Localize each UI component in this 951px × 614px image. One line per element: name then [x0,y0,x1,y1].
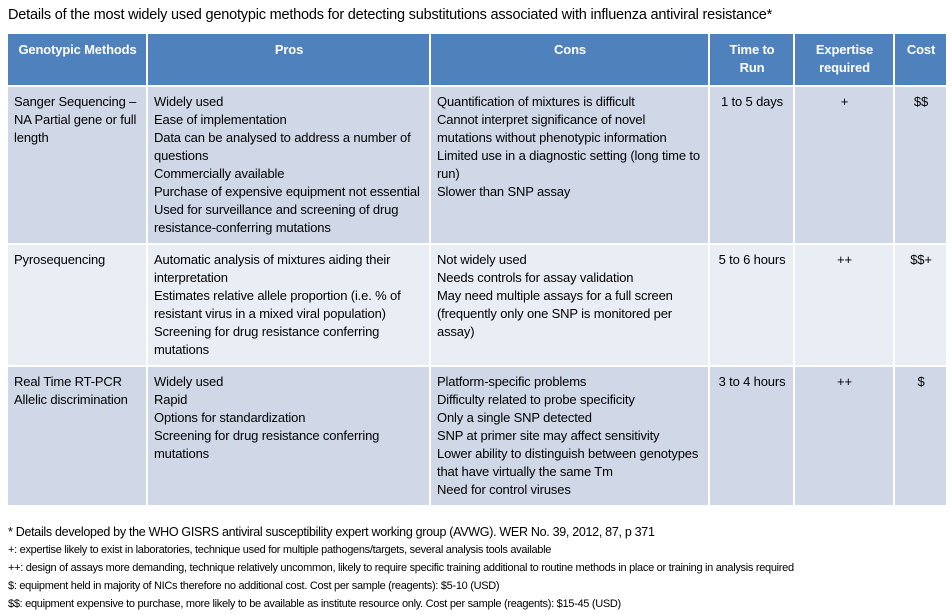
con-item: Need for control viruses [437,482,571,497]
pro-item: Estimates relative allele proportion (i.… [154,288,401,321]
pro-item: Automatic analysis of mixtures aiding th… [154,252,391,285]
footnotes: * Details developed by the WHO GISRS ant… [8,523,794,613]
con-item: Only a single SNP detected [437,410,592,425]
genotypic-methods-table: Genotypic Methods Pros Cons Time to Run … [6,32,948,507]
footnote-cost-double-dollar: $$: equipment expensive to purchase, mor… [8,598,621,610]
cost-cell: $$ [893,85,948,245]
header-genotypic-methods: Genotypic Methods [6,32,148,87]
cons-cell: Not widely used Needs controls for assay … [429,243,710,367]
expertise-cell: ++ [793,243,895,367]
header-expertise: Expertise required [793,32,895,87]
header-cost: Cost [893,32,948,87]
pro-item: Rapid [154,392,188,407]
con-item: SNP at primer site may affect sensitivit… [437,428,660,443]
pros-cell: Widely used Ease of implementation Data ca… [146,85,431,245]
table-row: Pyrosequencing Automatic analysis of mixt… [6,243,948,367]
pro-item: Widely used [154,374,224,389]
table-title: Details of the most widely used genotypi… [8,7,773,23]
table-row: Sanger Sequencing – NA Partial gene or f… [6,85,948,245]
cost-cell: $ [893,365,948,507]
pro-item: Options for standardization [154,410,306,425]
expertise-cell: + [793,85,895,245]
cons-cell: Platform-specific problems Difficulty rel… [429,365,710,507]
footnote-cost-dollar: $: equipment held in majority of NICs th… [8,580,500,592]
method-cell: Real Time RT-PCR Allelic discrimination [6,365,148,507]
footnote-expertise-plus: +: expertise likely to exist in laborato… [8,544,552,556]
con-item: Needs controls for assay validation [437,270,634,285]
time-to-run-cell: 3 to 4 hours [708,365,795,507]
time-to-run-cell: 5 to 6 hours [708,243,795,367]
footnote-expertise-plusplus: ++: design of assays more demanding, tec… [8,562,794,574]
pro-item: Purchase of expensive equipment not esse… [154,184,420,199]
cost-cell: $$+ [893,243,948,367]
pros-cell: Widely used Rapid Options for standardizat… [146,365,431,507]
pro-item: Data can be analysed to address a number… [154,130,411,163]
pros-cell: Automatic analysis of mixtures aiding th… [146,243,431,367]
pro-item: Screening for drug resistance conferring… [154,324,380,357]
header-row: Genotypic Methods Pros Cons Time to Run … [6,32,948,87]
cons-cell: Quantification of mixtures is difficult C… [429,85,710,245]
con-item: Difficulty related to probe specificity [437,392,635,407]
table-row: Real Time RT-PCR Allelic discrimination W… [6,365,948,507]
con-item: Not widely used [437,252,527,267]
method-cell: Pyrosequencing [6,243,148,367]
time-to-run-cell: 1 to 5 days [708,85,795,245]
con-item: Lower ability to distinguish between gen… [437,446,699,479]
footnote-source: * Details developed by the WHO GISRS ant… [8,525,655,539]
pro-item: Commercially available [154,166,285,181]
pro-item: Used for surveillance and screening of d… [154,202,399,235]
con-item: Quantification of mixtures is difficult [437,94,635,109]
con-item: May need multiple assays for a full scre… [437,288,673,339]
con-item: Limited use in a diagnostic setting (lon… [437,148,700,181]
header-cons: Cons [429,32,710,87]
pro-item: Widely used [154,94,224,109]
header-pros: Pros [146,32,431,87]
method-cell: Sanger Sequencing – NA Partial gene or f… [6,85,148,245]
con-item: Slower than SNP assay [437,184,571,199]
expertise-cell: ++ [793,365,895,507]
header-time-to-run: Time to Run [708,32,795,87]
con-item: Platform-specific problems [437,374,587,389]
con-item: Cannot interpret significance of novel m… [437,112,667,145]
pro-item: Ease of implementation [154,112,287,127]
pro-item: Screening for drug resistance conferring… [154,428,380,461]
